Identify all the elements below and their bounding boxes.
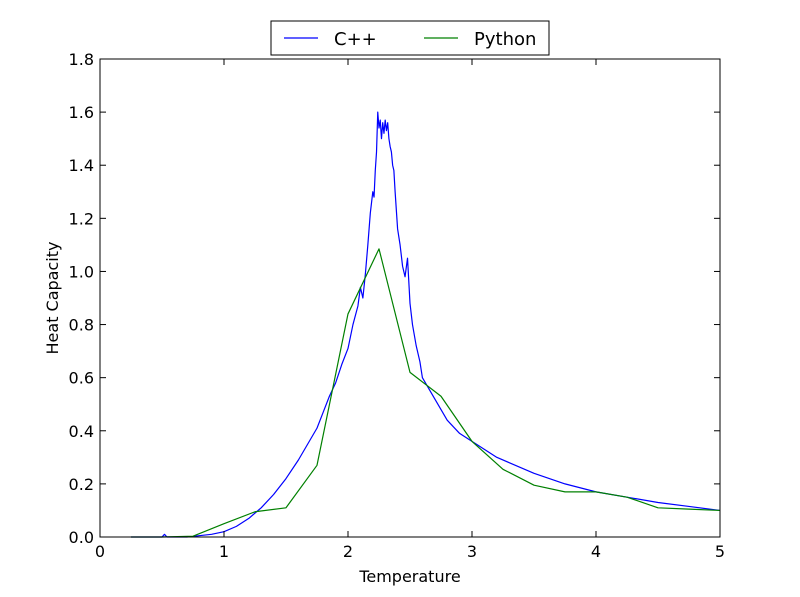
x-tick-label: 1: [219, 542, 229, 561]
y-tick-label: 1.8: [69, 50, 94, 69]
y-tick-label: 0.0: [69, 528, 94, 547]
y-tick-label: 0.8: [69, 316, 94, 335]
y-tick-label: 1.4: [69, 156, 94, 175]
y-axis-label: Heat Capacity: [43, 242, 62, 355]
series-line-cpp: [131, 111, 721, 538]
x-axis-label: Temperature: [358, 567, 460, 586]
plot-frame: [99, 58, 721, 538]
legend: C++ Python: [270, 20, 550, 56]
y-tick-label: 0.2: [69, 475, 94, 494]
y-tick-label: 1.6: [69, 103, 94, 122]
y-tick-label: 1.2: [69, 209, 94, 228]
legend-label-python: Python: [474, 29, 536, 50]
y-tick-label: 1.0: [69, 262, 94, 281]
ticks-layer: 0 1 2 3 4 5 0.0 0.2 0.4 0.6 0.8 1.0 1.2 1.4 1.6 1.8: [69, 50, 726, 561]
x-tick-label: 2: [343, 542, 353, 561]
x-tick-label: 4: [591, 542, 601, 561]
y-tick-label: 0.4: [69, 422, 94, 441]
legend-label-cpp: C++: [334, 29, 377, 50]
series-layer: [131, 111, 721, 538]
x-tick-label: 3: [467, 542, 477, 561]
series-line-python: [131, 248, 721, 538]
y-tick-label: 0.6: [69, 369, 94, 388]
x-tick-label: 5: [715, 542, 725, 561]
x-tick-label: 0: [95, 542, 105, 561]
